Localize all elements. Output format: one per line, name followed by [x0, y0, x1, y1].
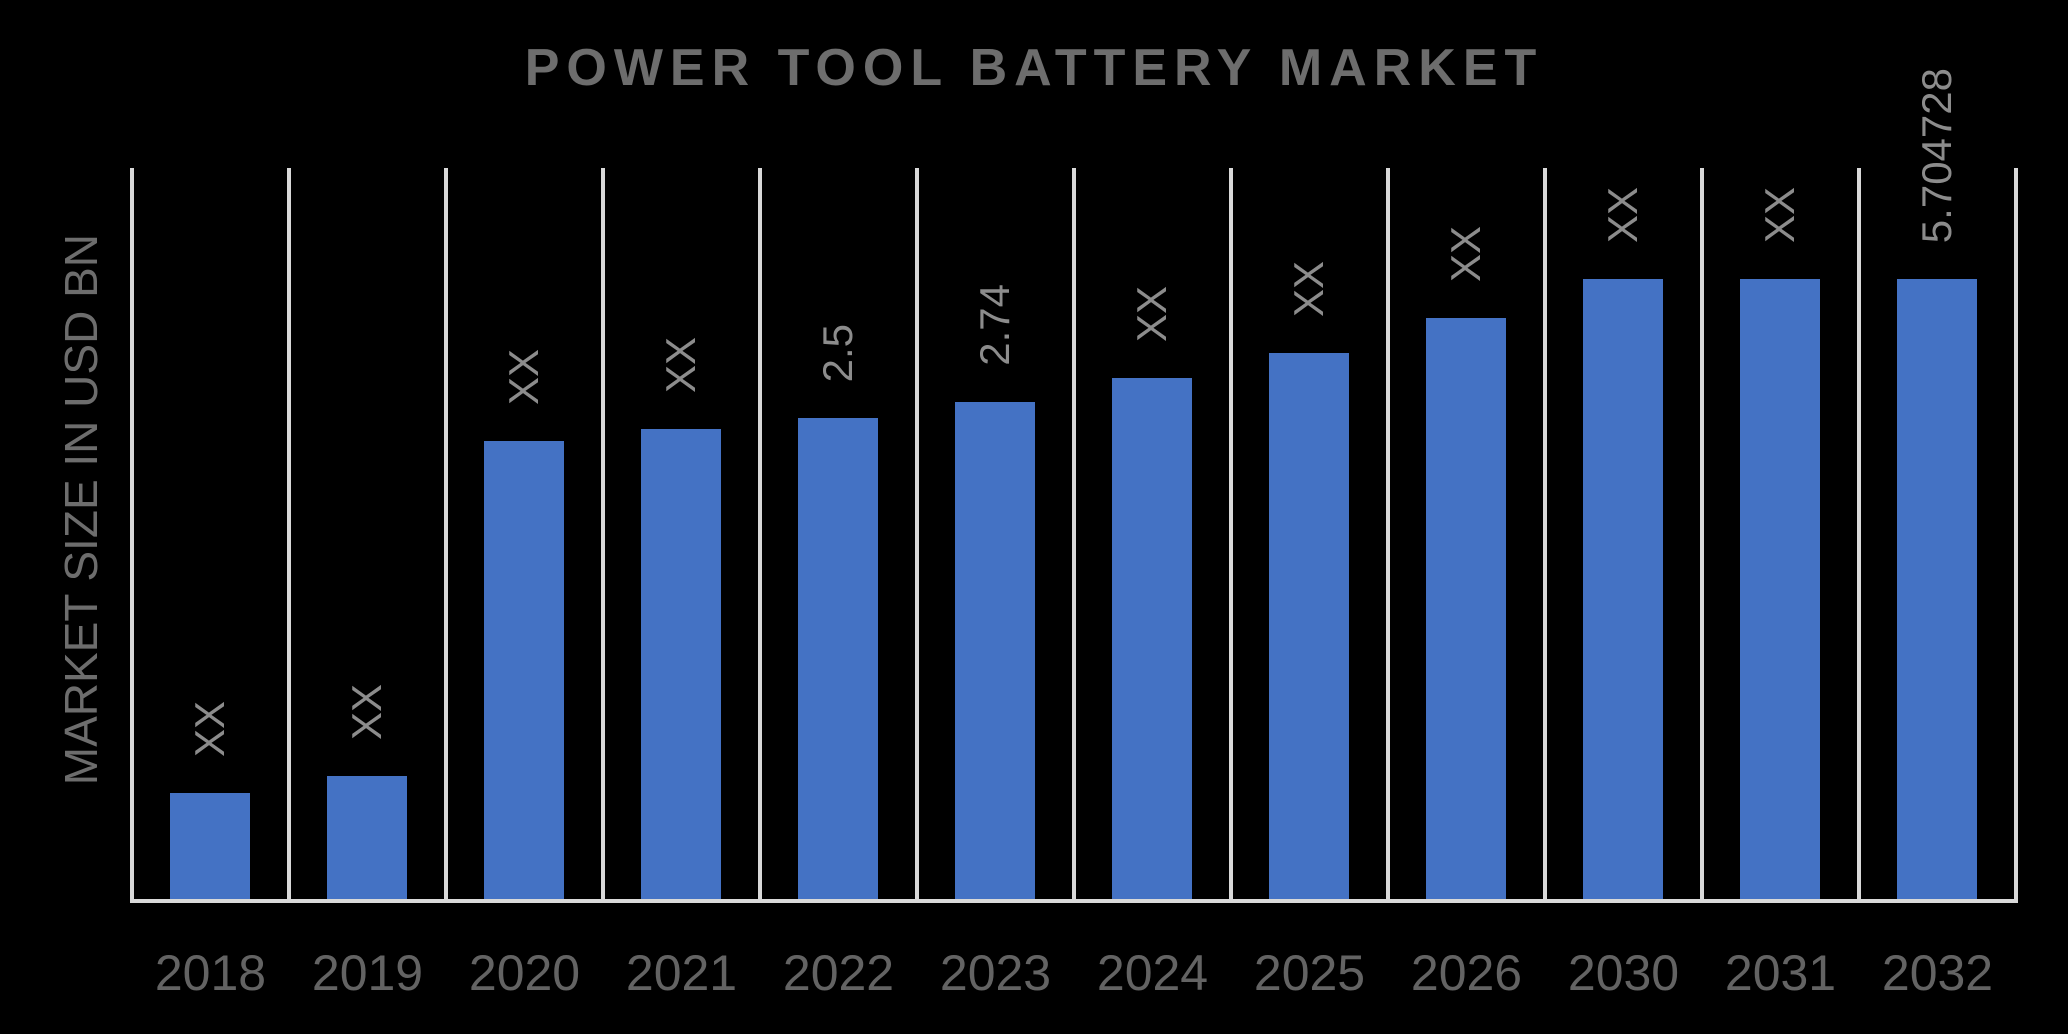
bar-value-label-text: XX: [343, 683, 391, 740]
x-tick-2024: 2024: [1096, 945, 1209, 1001]
bar-value-label-text: 2.74: [971, 284, 1019, 366]
bar-value-label-text: XX: [1285, 260, 1333, 317]
bar-value-label-2023: 2.74: [971, 284, 1019, 376]
bar-2022: [798, 418, 879, 903]
bar-value-label-text: 5.704728: [1913, 67, 1961, 243]
category-slot-2031: XX: [1702, 168, 1859, 903]
x-axis-line: [132, 899, 2016, 903]
gridline: [1700, 168, 1704, 903]
x-tick-2032: 2032: [1881, 945, 1994, 1001]
x-tick-2030: 2030: [1567, 945, 1680, 1001]
bar-value-label-2026: XX: [1442, 225, 1490, 292]
bar-value-label-2022: 2.5: [814, 323, 862, 392]
gridline: [443, 168, 448, 903]
plot-area: XX XX XX XX 2.5 2.74 XX XX XX XX XX 5.704728: [130, 68, 2018, 903]
gridline: [1385, 168, 1390, 903]
bar-2021: [641, 429, 722, 903]
bar-value-label-2021: XX: [657, 336, 705, 403]
category-slot-2019: XX: [289, 168, 446, 903]
category-slot-2021: XX: [603, 168, 760, 903]
x-tick-2031: 2031: [1724, 945, 1837, 1001]
category-slot-2032: 5.704728: [1859, 68, 2016, 903]
y-axis-title-text: MARKET SIZE IN USD BN: [55, 234, 107, 786]
bar-2032: [1897, 279, 1978, 903]
gridline: [601, 168, 605, 903]
y-axis-title: MARKET SIZE IN USD BN: [55, 234, 107, 796]
category-slot-2030: XX: [1545, 168, 1702, 903]
gridline: [130, 168, 134, 903]
bar-2024: [1112, 378, 1193, 903]
bar-2030: [1583, 279, 1664, 903]
category-slot-2020: XX: [446, 168, 603, 903]
gridline: [2014, 168, 2018, 903]
bar-value-label-text: XX: [500, 348, 548, 405]
x-tick-2021: 2021: [625, 945, 738, 1001]
bar-value-label-2019: XX: [343, 683, 391, 750]
bar-value-label-text: XX: [1442, 225, 1490, 282]
bar-2026: [1426, 318, 1507, 903]
bar-value-label-text: 2.5: [814, 323, 862, 382]
bar-value-label-text: XX: [657, 336, 705, 393]
bar-value-label-2020: XX: [500, 348, 548, 415]
x-tick-2025: 2025: [1253, 945, 1366, 1001]
category-slot-2023: 2.74: [917, 168, 1074, 903]
gridline: [757, 168, 762, 903]
category-slot-2025: XX: [1231, 168, 1388, 903]
gridline: [915, 168, 919, 903]
x-tick-2022: 2022: [782, 945, 895, 1001]
bar-value-label-2018: XX: [186, 700, 234, 767]
bar-value-label-2025: XX: [1285, 260, 1333, 327]
bar-2018: [170, 793, 251, 903]
x-tick-2018: 2018: [154, 945, 267, 1001]
gridline: [1229, 168, 1233, 903]
x-tick-2019: 2019: [311, 945, 424, 1001]
x-tick-2026: 2026: [1410, 945, 1523, 1001]
bar-value-label-text: XX: [186, 700, 234, 757]
gridline: [1072, 168, 1076, 903]
category-slot-2018: XX: [132, 168, 289, 903]
bar-value-label-text: XX: [1128, 285, 1176, 342]
category-slot-2022: 2.5: [760, 168, 917, 903]
bar-2031: [1740, 279, 1821, 903]
bar-2020: [484, 441, 565, 903]
x-axis-tick-labels: 2018 2019 2020 2021 2022 2023 2024 2025 2026 2030…: [132, 944, 2016, 1004]
category-slot-2024: XX: [1074, 168, 1231, 903]
bar-value-label-2024: XX: [1128, 285, 1176, 352]
gridline: [1857, 168, 1861, 903]
bar-value-label-2031: XX: [1756, 186, 1804, 253]
chart-title: POWER TOOL BATTERY MARKET: [524, 39, 1544, 97]
x-tick-2020: 2020: [468, 945, 581, 1001]
bar-value-label-2030: XX: [1599, 186, 1647, 253]
bar-value-label-text: XX: [1599, 186, 1647, 243]
x-tick-2023: 2023: [939, 945, 1052, 1001]
gridline: [1543, 168, 1547, 903]
bar-2025: [1269, 353, 1350, 903]
gridline: [286, 168, 291, 903]
bar-value-label-2032: 5.704728: [1913, 67, 1961, 253]
category-slot-2026: XX: [1388, 168, 1545, 903]
bar-2023: [955, 402, 1036, 903]
bar-2019: [327, 776, 408, 903]
bar-value-label-text: XX: [1756, 186, 1804, 243]
